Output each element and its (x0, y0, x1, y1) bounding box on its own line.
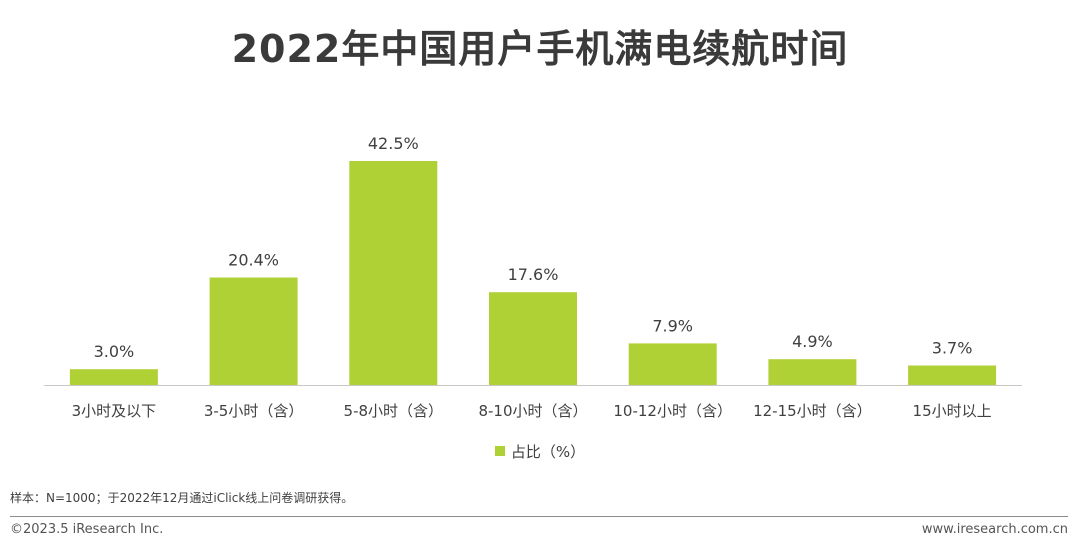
x-tick-label: 8-10小时（含） (478, 402, 587, 420)
bar (489, 292, 577, 385)
bar (908, 365, 997, 385)
legend-swatch (494, 446, 505, 456)
chart-title: 2022年中国用户手机满电续航时间 (231, 27, 849, 71)
bar (768, 359, 857, 385)
copyright-text: ©2023.5 iResearch Inc. (10, 522, 164, 537)
data-label: 20.4% (228, 251, 279, 270)
sample-note: 样本：N=1000；于2022年12月通过iClick线上问卷调研获得。 (10, 491, 354, 505)
website-link[interactable]: www.iresearch.com.cn (921, 522, 1068, 537)
bar (628, 343, 717, 385)
data-label: 42.5% (368, 134, 419, 153)
data-label: 17.6% (508, 265, 559, 284)
data-label: 3.0% (94, 342, 135, 361)
data-label: 4.9% (792, 332, 833, 351)
bar (209, 277, 298, 385)
data-label: 7.9% (652, 316, 693, 335)
footer-divider (10, 516, 1068, 517)
x-tick-label: 12-15小时（含） (753, 402, 872, 420)
x-tick-label: 10-12小时（含） (613, 402, 732, 420)
bar (349, 161, 438, 385)
chart-legend: 占比（%） (0, 441, 1080, 462)
x-tick-label: 3-5小时（含） (204, 402, 304, 420)
legend-label: 占比（%） (510, 443, 586, 461)
x-tick-label: 3小时及以下 (72, 402, 157, 420)
bar (69, 369, 158, 385)
data-label: 3.7% (932, 339, 973, 358)
x-tick-label: 5-8小时（含） (344, 402, 444, 420)
x-tick-label: 15小时以上 (913, 402, 992, 420)
